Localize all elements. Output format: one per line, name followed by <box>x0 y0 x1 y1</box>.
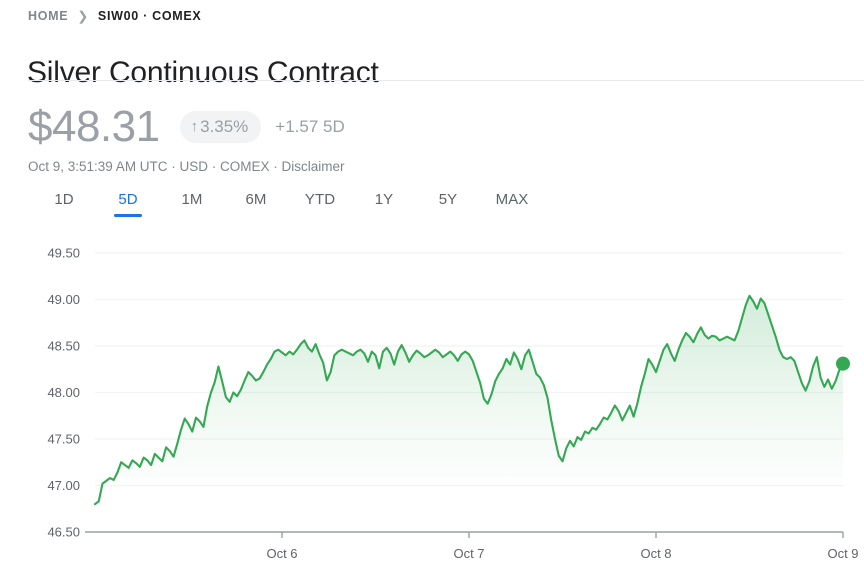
chart-y-axis-labels: 49.50 49.00 48.50 48.00 47.50 47.00 46.50 <box>47 246 80 540</box>
quote-meta: Oct 9, 3:51:39 AM UTC · USD · COMEX · Di… <box>28 159 345 174</box>
range-tabs: 1D 5D 1M 6M YTD 1Y 5Y MAX <box>32 187 544 217</box>
chart-area-fill <box>95 295 843 505</box>
tab-5d-label: 5D <box>118 191 138 208</box>
tab-max[interactable]: MAX <box>480 187 544 217</box>
tab-1m-label: 1M <box>181 191 203 208</box>
change-absolute-value: +1.57 5D <box>275 117 345 136</box>
breadcrumb-current: SIW00 · COMEX <box>97 9 202 23</box>
tab-ytd-label: YTD <box>304 191 336 208</box>
tab-1d[interactable]: 1D <box>32 187 96 217</box>
page-title: Silver Continuous Contract <box>27 56 379 90</box>
tab-5d[interactable]: 5D <box>96 187 160 217</box>
breadcrumb: HOME ❯ SIW00 · COMEX <box>28 9 201 23</box>
x-axis-tick-label: Oct 9 <box>827 546 858 561</box>
tab-5y[interactable]: 5Y <box>416 187 480 217</box>
tab-active-underline <box>114 214 142 217</box>
tab-max-label: MAX <box>495 191 529 208</box>
change-percent-badge: ↑ 3.35% <box>179 111 262 143</box>
tab-1y[interactable]: 1Y <box>352 187 416 217</box>
current-price: $48.31 <box>28 102 160 151</box>
price-chart-svg[interactable]: 49.50 49.00 48.50 48.00 47.50 47.00 46.50 Oct … <box>0 232 864 586</box>
header-divider <box>28 80 864 81</box>
price-chart[interactable]: 49.50 49.00 48.50 48.00 47.50 47.00 46.50 Oct … <box>0 232 864 586</box>
tab-1m[interactable]: 1M <box>160 187 224 217</box>
y-axis-tick-label: 47.50 <box>47 432 80 447</box>
y-axis-tick-label: 46.50 <box>47 525 80 540</box>
tab-ytd[interactable]: YTD <box>288 187 352 217</box>
y-axis-tick-label: 49.00 <box>47 292 80 307</box>
tab-5y-label: 5Y <box>438 191 458 208</box>
change-percent-value: 3.35% <box>200 117 249 136</box>
y-axis-tick-label: 47.00 <box>47 478 80 493</box>
y-axis-tick-label: 49.50 <box>47 246 80 261</box>
chart-line <box>93 294 845 506</box>
tab-1y-label: 1Y <box>374 191 394 208</box>
quote-summary: $48.31 ↑ 3.35% +1.57 5D <box>28 101 345 153</box>
tab-6m[interactable]: 6M <box>224 187 288 217</box>
chart-x-axis-ticks <box>281 532 844 538</box>
y-axis-tick-label: 48.50 <box>47 339 80 354</box>
tab-1d-label: 1D <box>54 191 74 208</box>
arrow-up-icon: ↑ <box>190 118 199 135</box>
x-axis-tick-label: Oct 6 <box>266 546 297 561</box>
chart-x-axis-labels: Oct 6 Oct 7 Oct 8 Oct 9 <box>266 546 858 561</box>
y-axis-tick-label: 48.00 <box>47 385 80 400</box>
breadcrumb-home-link[interactable]: HOME <box>28 9 69 23</box>
x-axis-tick-label: Oct 8 <box>640 546 671 561</box>
last-price-dot <box>836 356 850 371</box>
chevron-right-icon: ❯ <box>77 8 89 23</box>
tab-6m-label: 6M <box>245 191 267 208</box>
x-axis-tick-label: Oct 7 <box>453 546 484 561</box>
